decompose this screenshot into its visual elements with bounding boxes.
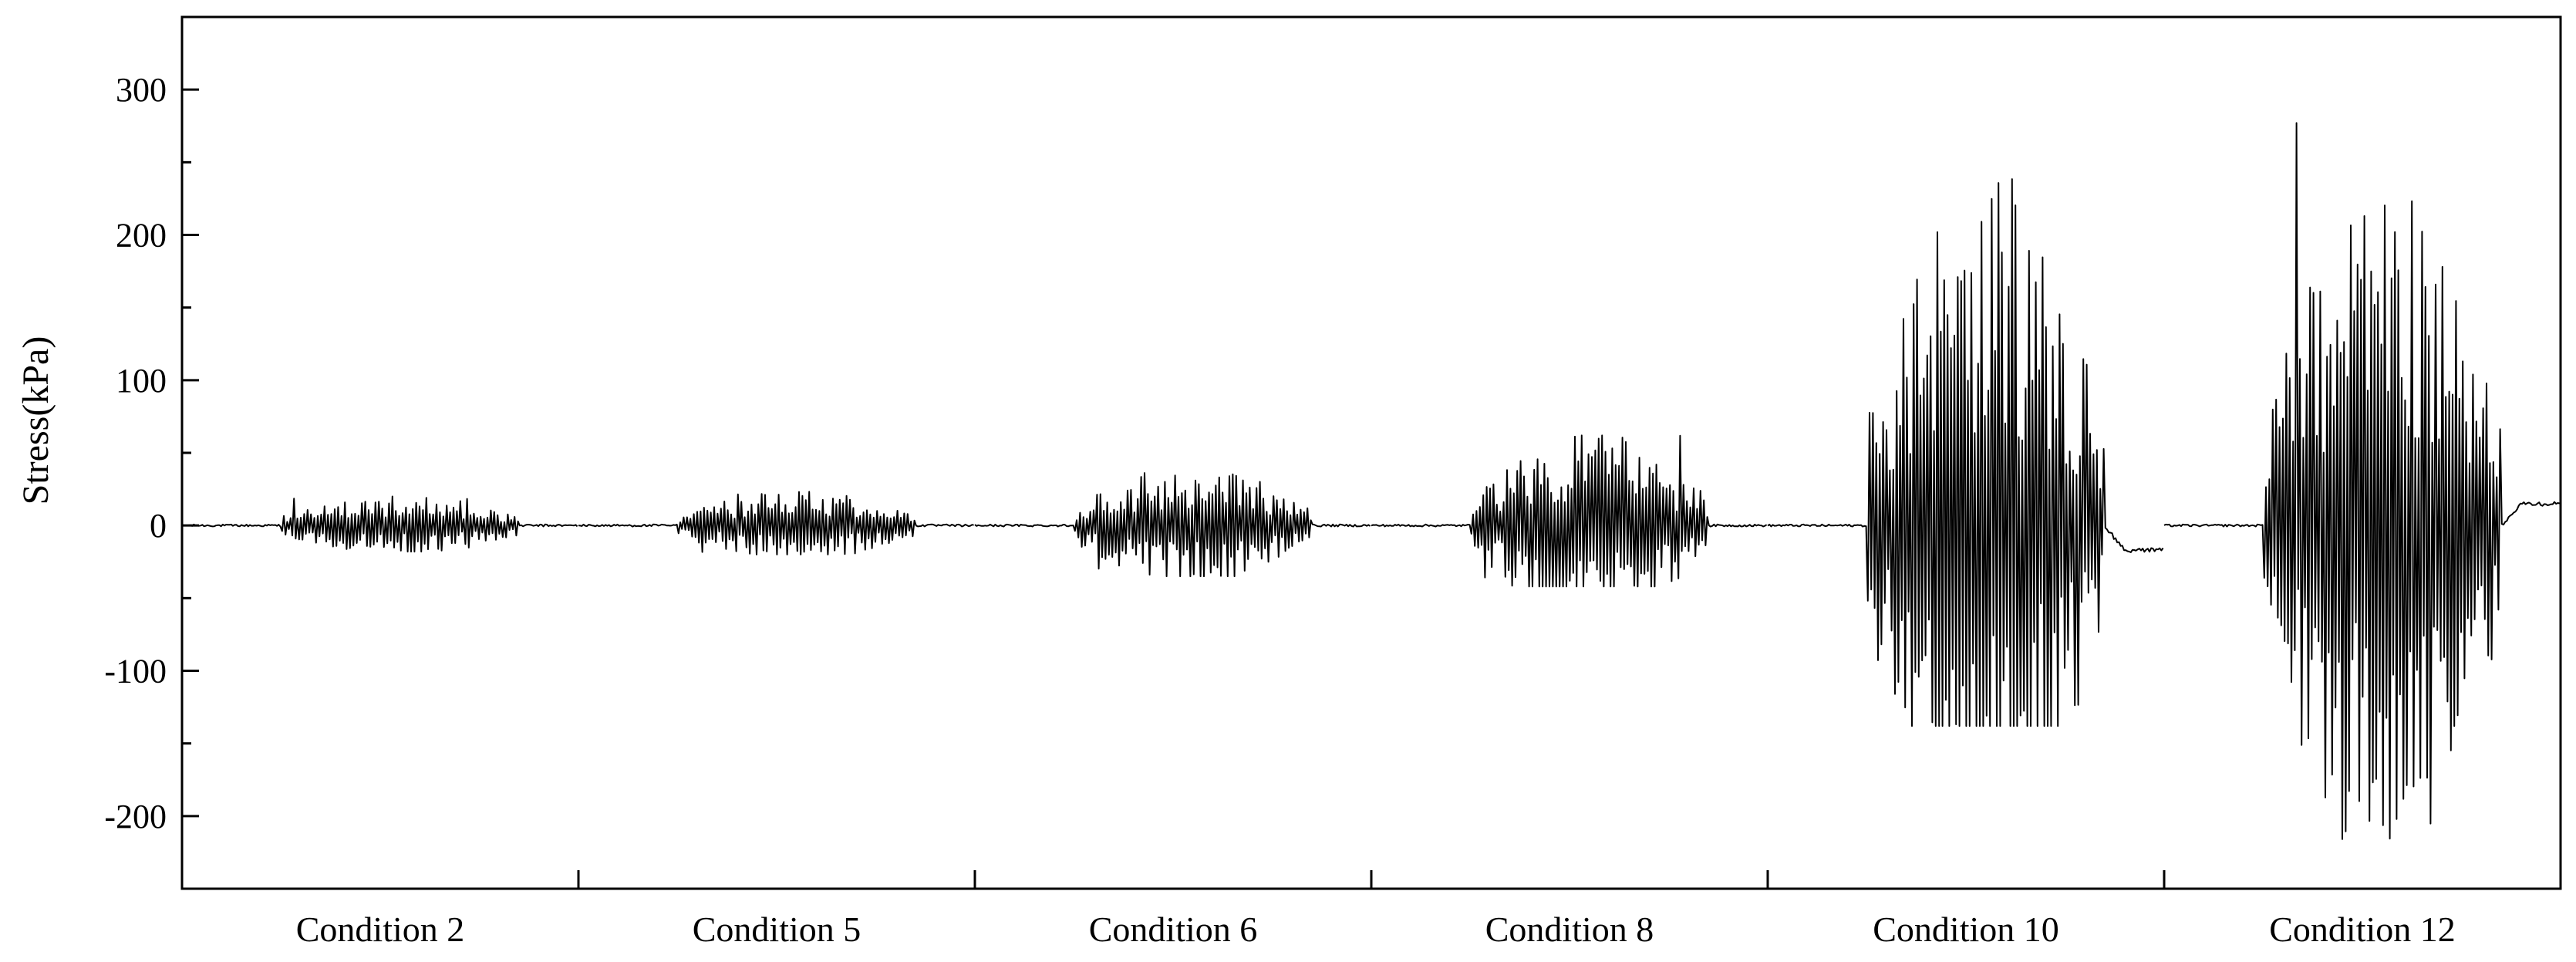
y-tick-label: -200: [104, 798, 167, 835]
stress-trace-condition-8: [1371, 434, 1768, 588]
stress-trace-condition-6: [974, 472, 1371, 578]
y-tick-label: -100: [104, 653, 167, 690]
plot-frame: [180, 15, 2562, 890]
y-tick-label: 100: [116, 362, 167, 400]
signal-layer: [181, 122, 2560, 840]
x-category-label: Condition 10: [1873, 910, 2059, 949]
x-axis-separators: [577, 870, 2166, 889]
x-category-label: Condition 6: [1089, 910, 1258, 949]
x-category-label: Condition 8: [1485, 910, 1654, 949]
x-category-label: Condition 5: [693, 910, 861, 949]
x-axis-category-labels: Condition 2 Condition 5 Condition 6 Conditi…: [296, 910, 2456, 949]
stress-trace-condition-5: [578, 491, 974, 555]
x-category-label: Condition 12: [2269, 910, 2456, 949]
stress-trace-condition-12: [2163, 122, 2560, 840]
y-axis-ticks: -200 -100 0 100 200 300: [104, 15, 199, 890]
y-tick-label: 300: [116, 71, 167, 109]
y-tick-label: 200: [116, 217, 167, 255]
stress-trace-condition-10: [1767, 178, 2164, 727]
y-tick-label: 0: [150, 507, 167, 545]
stress-trace-condition-2: [181, 495, 578, 553]
x-category-label: Condition 2: [296, 910, 465, 949]
y-axis-title: Stress(kPa): [15, 336, 56, 505]
